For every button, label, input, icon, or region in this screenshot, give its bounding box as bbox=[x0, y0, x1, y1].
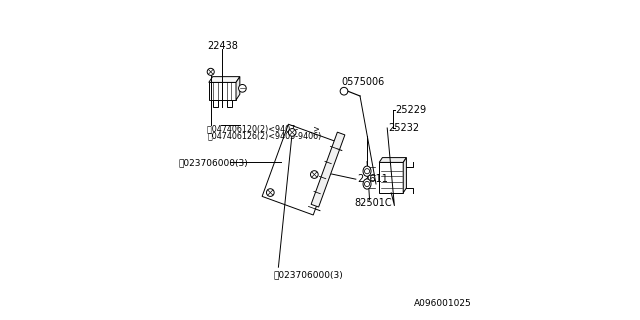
Text: 82501C: 82501C bbox=[355, 198, 392, 208]
Circle shape bbox=[365, 181, 370, 187]
Text: Ⓞ047406120(2)<9407-      >: Ⓞ047406120(2)<9407- > bbox=[207, 124, 320, 133]
Text: 25229: 25229 bbox=[396, 105, 426, 116]
Circle shape bbox=[365, 169, 370, 174]
Text: ⓝ023706000(3): ⓝ023706000(3) bbox=[274, 270, 343, 279]
Circle shape bbox=[340, 87, 348, 95]
Bar bbox=[367, 180, 375, 188]
Circle shape bbox=[239, 84, 246, 92]
Text: 25232: 25232 bbox=[388, 123, 419, 133]
Circle shape bbox=[266, 189, 274, 196]
Bar bbox=[227, 100, 232, 107]
Polygon shape bbox=[209, 77, 240, 83]
Ellipse shape bbox=[363, 166, 371, 176]
Polygon shape bbox=[403, 158, 406, 193]
Polygon shape bbox=[236, 77, 240, 100]
Polygon shape bbox=[380, 163, 403, 193]
Circle shape bbox=[289, 129, 296, 136]
Polygon shape bbox=[380, 158, 406, 163]
Text: ⓝ023706000(3): ⓝ023706000(3) bbox=[179, 158, 248, 167]
Polygon shape bbox=[262, 124, 339, 215]
Polygon shape bbox=[311, 132, 345, 207]
Text: 0575006: 0575006 bbox=[342, 76, 385, 87]
Bar bbox=[367, 167, 375, 175]
Circle shape bbox=[207, 68, 214, 76]
Bar bbox=[213, 100, 218, 107]
Circle shape bbox=[310, 171, 318, 178]
Text: 22438: 22438 bbox=[207, 41, 238, 52]
Polygon shape bbox=[209, 83, 236, 100]
Text: A096001025: A096001025 bbox=[414, 299, 472, 308]
Ellipse shape bbox=[363, 179, 371, 189]
Text: Ⓞ047406126(2)<9403-9406): Ⓞ047406126(2)<9403-9406) bbox=[207, 132, 322, 140]
Text: 22611: 22611 bbox=[357, 174, 388, 184]
